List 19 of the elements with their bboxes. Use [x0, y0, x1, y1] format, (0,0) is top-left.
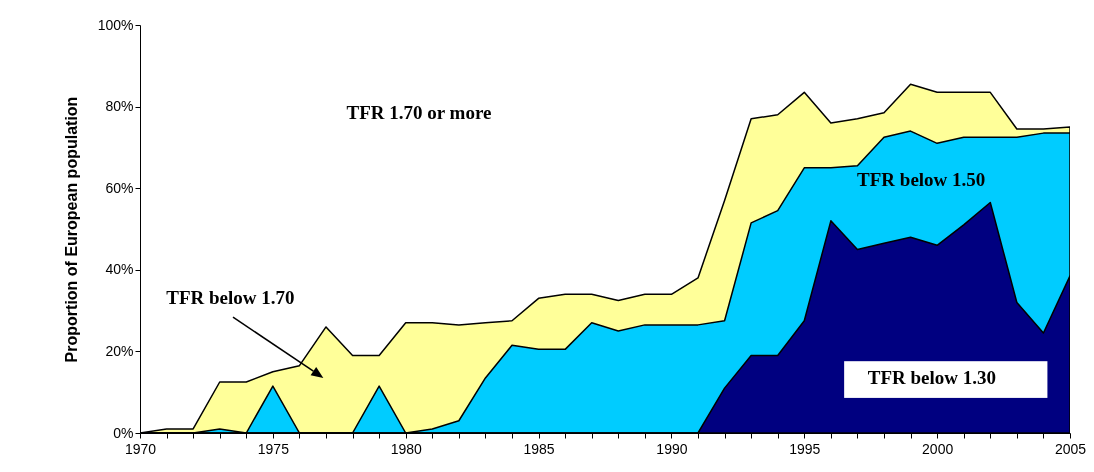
y-tick-label: 0% — [113, 424, 134, 441]
y-tick-label: 80% — [105, 98, 134, 115]
y-axis-title: Proportion of European population — [62, 96, 80, 363]
y-tick-label: 60% — [105, 179, 134, 196]
y-tick-label: 20% — [105, 342, 134, 359]
series-label: TFR below 1.50 — [857, 169, 986, 191]
x-tick-label: 1975 — [257, 440, 290, 457]
x-tick-label: 1985 — [523, 440, 555, 457]
x-tick-label: 2005 — [1054, 440, 1087, 457]
x-tick-label: 1995 — [789, 440, 821, 457]
series-label: TFR below 1.30 — [867, 367, 996, 389]
x-tick-label: 1970 — [124, 440, 157, 457]
x-tick-label: 1980 — [390, 440, 422, 457]
series-label: TFR below 1.70 — [166, 287, 295, 309]
y-tick-label: 40% — [105, 261, 134, 278]
x-tick-label: 2000 — [922, 440, 954, 457]
y-tick-label: 100% — [97, 16, 134, 33]
x-tick-label: 1990 — [656, 440, 688, 457]
annotation: TFR 1.70 or more — [346, 101, 492, 123]
